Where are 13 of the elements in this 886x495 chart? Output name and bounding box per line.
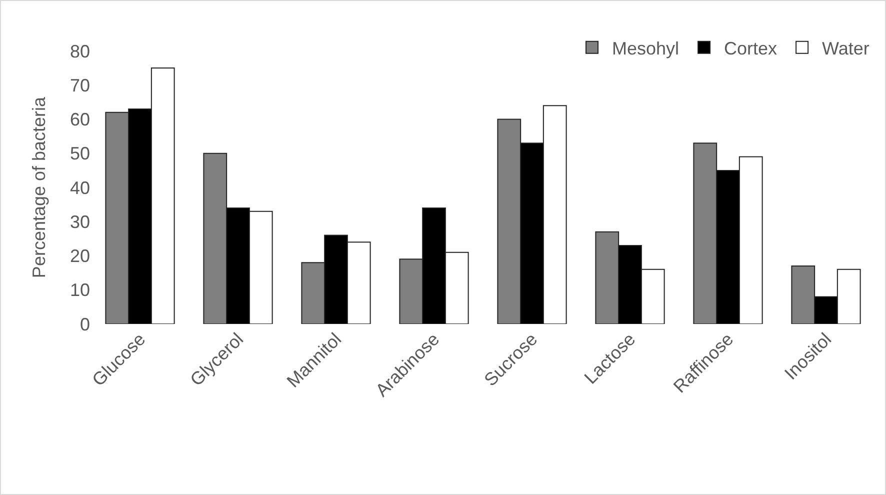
legend-label: Mesohyl (612, 38, 680, 58)
legend-label: Cortex (724, 38, 778, 58)
y-tick-label: 30 (70, 212, 90, 232)
y-axis-title: Percentage of bacteria (29, 96, 49, 278)
y-tick-label: 60 (70, 110, 90, 130)
y-tick-label: 10 (70, 280, 90, 300)
y-tick-label: 40 (70, 178, 90, 198)
y-tick-label: 70 (70, 75, 90, 96)
y-tick-label: 20 (70, 246, 90, 266)
y-tick-label: 50 (70, 144, 90, 164)
y-tick-label: 0 (80, 314, 90, 334)
legend-label: Water (822, 38, 870, 58)
y-tick-label: 80 (70, 41, 90, 62)
